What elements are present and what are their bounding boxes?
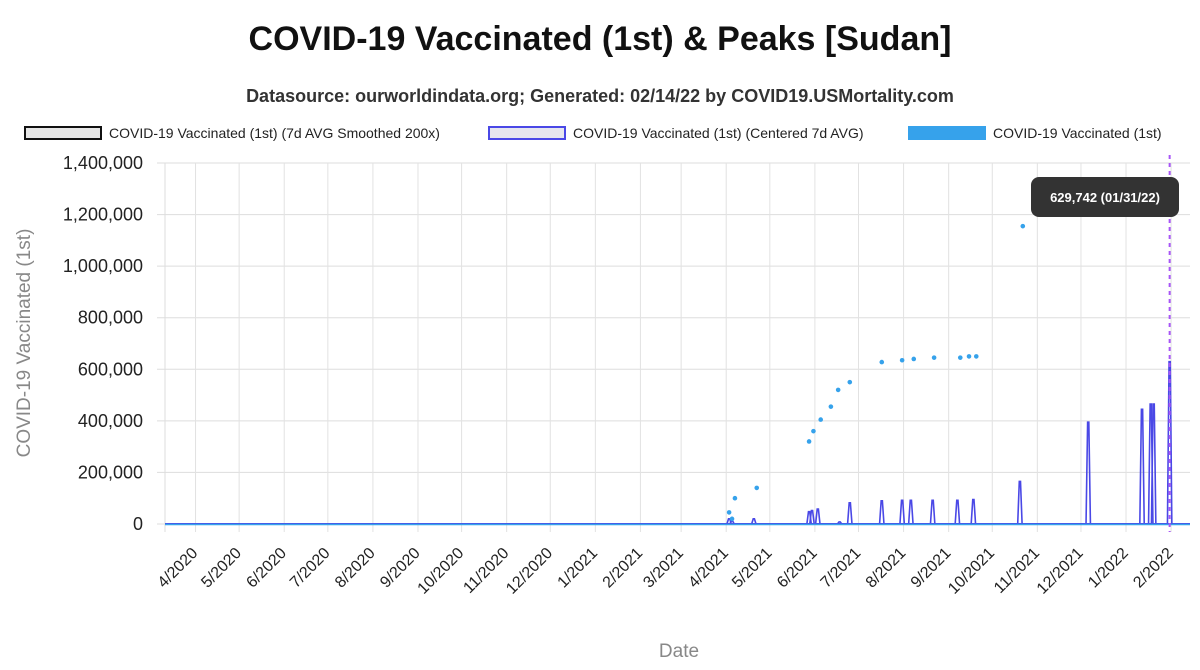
x-tick-label: 10/2021 — [945, 545, 998, 598]
y-tick-label: 400,000 — [78, 411, 143, 431]
x-tick-label: 5/2021 — [729, 545, 776, 592]
x-tick-label: 4/2020 — [155, 545, 202, 592]
series-point-raw — [899, 357, 905, 363]
x-tick-label: 2/2022 — [1130, 545, 1177, 592]
series-spike-centered — [750, 518, 757, 525]
y-tick-label: 200,000 — [78, 462, 143, 482]
chart-title: COVID-19 Vaccinated (1st) & Peaks [Sudan… — [248, 20, 952, 58]
series-point-raw — [732, 495, 738, 501]
legend-label-centered: COVID-19 Vaccinated (1st) (Centered 7d A… — [573, 125, 864, 141]
series-spike-centered — [1166, 360, 1173, 525]
x-tick-label: 3/2021 — [640, 545, 687, 592]
x-tick-label: 10/2020 — [415, 545, 468, 598]
x-tick-label: 11/2020 — [460, 545, 512, 597]
series-point-raw — [957, 355, 963, 360]
x-tick-label: 1/2021 — [555, 545, 602, 592]
x-tick-label: 4/2021 — [685, 545, 732, 592]
legend-swatch-smoothed — [24, 126, 102, 140]
y-tick-label: 1,400,000 — [63, 153, 143, 173]
tooltip: 629,742 (01/31/22) — [1031, 177, 1179, 217]
series-spike-centered — [954, 499, 961, 525]
y-tick-label: 1,000,000 — [63, 256, 143, 276]
series-point-raw — [818, 417, 824, 422]
series-spike-centered — [1150, 403, 1157, 525]
y-tick-label: 600,000 — [78, 359, 143, 379]
x-tick-label: 12/2020 — [503, 545, 556, 598]
series-point-raw — [726, 510, 732, 515]
series-point-raw — [828, 404, 834, 409]
x-tick-label: 6/2021 — [774, 545, 821, 592]
series-spike-centered — [929, 499, 936, 525]
x-tick-label: 7/2021 — [818, 545, 865, 592]
legend-item-smoothed[interactable]: COVID-19 Vaccinated (1st) (7d AVG Smooth… — [24, 125, 440, 141]
legend-item-raw[interactable]: COVID-19 Vaccinated (1st) — [908, 125, 1162, 141]
x-tick-label: 11/2021 — [991, 545, 1043, 597]
series-spike-centered — [899, 499, 906, 525]
legend-item-centered[interactable]: COVID-19 Vaccinated (1st) (Centered 7d A… — [488, 125, 864, 141]
x-tick-label: 1/2022 — [1085, 545, 1132, 592]
legend-swatch-centered — [488, 126, 566, 140]
x-tick-label: 12/2021 — [1034, 545, 1087, 598]
legend-swatch-raw — [908, 126, 986, 140]
y-axis-title: COVID-19 Vaccinated (1st) — [14, 229, 35, 458]
x-axis-title: Date — [659, 641, 699, 662]
series-spike-centered — [1139, 408, 1146, 525]
series-spike-centered — [1085, 421, 1092, 525]
y-ticks: 0 200,000 400,000 600,000 800,000 1,000,000 1,… — [63, 153, 143, 534]
series-spike-centered — [836, 521, 843, 525]
series-spike-centered — [814, 508, 821, 525]
y-tick-label: 800,000 — [78, 308, 143, 328]
legend: COVID-19 Vaccinated (1st) (7d AVG Smooth… — [0, 125, 1200, 147]
legend-label-smoothed: COVID-19 Vaccinated (1st) (7d AVG Smooth… — [109, 125, 440, 141]
series-spike-centered — [1016, 480, 1023, 525]
series-point-raw — [835, 387, 841, 393]
series-point-raw — [973, 354, 979, 359]
series-point-raw — [811, 428, 816, 434]
series-point-raw — [879, 359, 885, 365]
x-tick-label: 8/2020 — [332, 545, 379, 592]
series-point-raw — [847, 379, 853, 385]
chart-subtitle: Datasource: ourworldindata.org; Generate… — [246, 86, 954, 106]
y-tick-label: 0 — [133, 514, 143, 534]
series-point-raw — [911, 356, 917, 362]
series-spike-centered — [907, 499, 914, 525]
x-tick-label: 8/2021 — [863, 545, 910, 592]
y-tick-label: 1,200,000 — [63, 205, 143, 225]
series-layer — [165, 155, 1190, 532]
series-point-raw — [1020, 223, 1026, 229]
series-spike-centered — [970, 498, 977, 525]
series-spike-centered — [808, 509, 815, 525]
series-spike-centered — [846, 502, 853, 525]
x-tick-label: 7/2020 — [287, 545, 334, 592]
grid-layer — [157, 162, 1190, 532]
series-point-raw — [754, 485, 760, 491]
series-point-raw — [806, 439, 812, 444]
series-spike-centered — [878, 499, 885, 525]
legend-label-raw: COVID-19 Vaccinated (1st) — [993, 125, 1162, 141]
series-point-raw — [729, 516, 735, 522]
series-point-raw — [966, 354, 972, 359]
x-ticks: 4/20205/20206/20207/20208/20209/202010/2… — [155, 545, 1177, 598]
x-tick-label: 6/2020 — [243, 545, 290, 592]
x-tick-label: 2/2021 — [600, 545, 647, 592]
series-point-raw — [931, 355, 937, 360]
x-tick-label: 5/2020 — [198, 545, 245, 592]
